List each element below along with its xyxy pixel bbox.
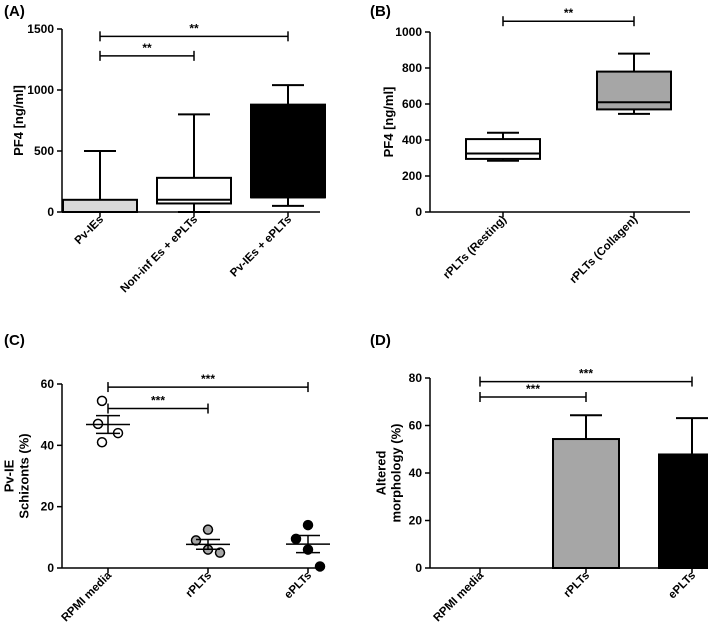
panel-c: (C) 0 20 40 60 Pv-IE Schizonts (%) RPMI media rP… — [2, 332, 330, 624]
data-point — [96, 437, 108, 448]
panel-b: (B) 0 200 400 600 800 1000 PF4 [ng/ml] rPLTs (Re… — [370, 3, 690, 286]
data-point — [96, 395, 108, 407]
category-label: Non-inf Es + ePLTs — [119, 214, 201, 296]
bar — [658, 453, 708, 570]
category-label: Pv-IEs — [73, 214, 106, 247]
y-tick-label: 60 — [409, 419, 423, 433]
significance-label: ** — [189, 21, 199, 35]
significance-bracket: *** — [479, 367, 693, 387]
y-tick-label: 800 — [402, 61, 422, 75]
bar — [552, 438, 620, 569]
y-axis-label: Schizonts (%) — [17, 433, 32, 518]
significance-bracket: ** — [99, 41, 195, 61]
data-point — [302, 519, 314, 531]
y-tick-label: 400 — [402, 133, 422, 147]
y-tick-label: 40 — [409, 466, 423, 480]
category-label: ePLTs — [666, 570, 698, 602]
category-label: RPMI media — [60, 569, 115, 624]
bar-group — [658, 417, 708, 570]
y-tick-label: 0 — [47, 561, 54, 575]
category-label: rPLTs (Resting) — [441, 214, 509, 282]
y-tick-label: 20 — [409, 514, 423, 528]
significance-label: ** — [142, 41, 152, 55]
category-label: ePLTs — [282, 570, 314, 602]
category-label: rPLTs (Collagen) — [568, 214, 640, 286]
panel-label: (D) — [370, 332, 391, 349]
significance-label: *** — [526, 382, 540, 396]
significance-bracket: *** — [107, 394, 209, 414]
y-axis-label: PF4 [ng/ml] — [381, 87, 396, 158]
y-tick-label: 0 — [47, 205, 54, 219]
significance-bracket: *** — [479, 382, 587, 402]
y-tick-label: 0 — [415, 205, 422, 219]
y-axis-label: Pv-IE — [2, 459, 17, 492]
panel-label: (A) — [4, 3, 25, 20]
y-tick-label: 80 — [409, 371, 423, 385]
box — [62, 198, 138, 214]
y-tick-label: 200 — [402, 169, 422, 183]
box — [596, 70, 672, 111]
box-group — [62, 150, 138, 214]
y-axis-label: morphology (%) — [389, 424, 404, 523]
y-tick-label: 1500 — [27, 22, 54, 36]
category-label: rPLTs — [562, 570, 592, 600]
significance-bracket: ** — [502, 6, 635, 27]
box-group — [465, 131, 541, 162]
box-group — [250, 84, 326, 207]
y-tick-label: 0 — [415, 561, 422, 575]
panel-label: (B) — [370, 3, 391, 20]
point-group — [286, 519, 330, 572]
category-label: rPLTs — [184, 570, 214, 600]
point-group — [86, 395, 130, 448]
category-label: Pv-IEs + ePLTs — [228, 214, 294, 280]
point-group — [186, 524, 230, 558]
significance-label: *** — [201, 372, 215, 386]
data-point — [202, 524, 214, 535]
bar-group — [552, 414, 620, 569]
y-tick-label: 20 — [41, 500, 55, 514]
y-tick-label: 60 — [41, 377, 55, 391]
significance-label: *** — [151, 394, 165, 408]
box-group — [596, 52, 672, 115]
y-tick-label: 600 — [402, 97, 422, 111]
significance-bracket: ** — [99, 21, 289, 42]
y-tick-label: 40 — [41, 438, 55, 452]
category-label: RPMI media — [432, 569, 487, 624]
data-point — [214, 547, 226, 558]
box — [250, 103, 326, 199]
significance-bracket: *** — [107, 372, 309, 393]
y-tick-label: 1000 — [27, 83, 54, 97]
panel-d: (D) 0 20 40 60 80 Altered morphology (%) RPMI me… — [370, 332, 708, 624]
panel-a: (A) 0 500 1000 1500 PF4 [ng/ml] Pv-IEs Non-inf … — [4, 3, 326, 296]
y-axis-label: PF4 [ng/ml] — [11, 85, 26, 156]
y-tick-label: 500 — [34, 144, 54, 158]
y-axis-label: Altered — [374, 451, 389, 496]
significance-label: ** — [564, 6, 574, 20]
data-point — [190, 535, 202, 546]
box-group — [156, 113, 232, 213]
y-tick-label: 1000 — [395, 25, 422, 39]
significance-label: *** — [579, 367, 593, 381]
panel-label: (C) — [4, 332, 25, 349]
data-point — [314, 561, 326, 572]
box — [465, 138, 541, 160]
